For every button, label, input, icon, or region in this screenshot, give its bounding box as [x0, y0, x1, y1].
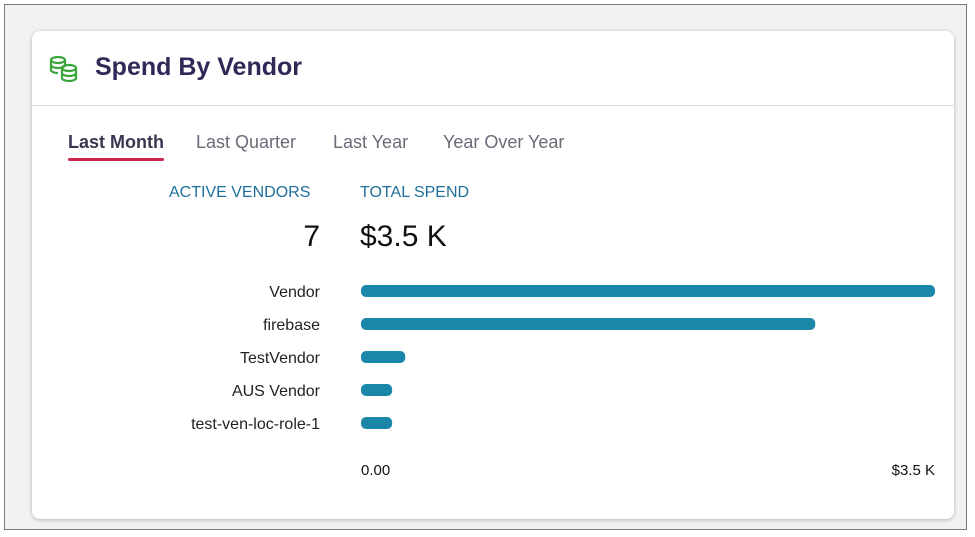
card-header: Spend By Vendor — [32, 31, 954, 106]
tab-last-month[interactable]: Last Month — [68, 130, 164, 161]
tab-last-quarter[interactable]: Last Quarter — [196, 130, 296, 154]
active-tab-indicator — [68, 158, 164, 161]
tab-label: Last Year — [333, 132, 409, 152]
spend-by-vendor-card: Spend By Vendor Last Month Last Quarter … — [32, 31, 954, 519]
category-label: TestVendor — [240, 350, 321, 367]
tab-label: Last Month — [68, 132, 164, 152]
active-vendors-value: 7 — [303, 220, 320, 253]
bar[interactable] — [361, 351, 406, 363]
tab-label: Year Over Year — [443, 132, 565, 152]
screenshot-frame: Spend By Vendor Last Month Last Quarter … — [4, 4, 967, 530]
coins-stack-icon — [49, 55, 78, 83]
category-label: firebase — [263, 317, 320, 334]
axis-tick-label: 0.00 — [361, 462, 390, 479]
category-label: Vendor — [269, 284, 320, 301]
axis-tick-label: $3.5 K — [892, 462, 935, 479]
active-vendors-label: ACTIVE VENDORS — [169, 184, 311, 201]
bar[interactable] — [361, 417, 393, 429]
total-spend-label: TOTAL SPEND — [360, 184, 470, 201]
category-label: test-ven-loc-role-1 — [191, 416, 320, 433]
total-spend-value: $3.5 K — [360, 220, 447, 253]
tab-last-year[interactable]: Last Year — [333, 130, 408, 154]
category-label: AUS Vendor — [232, 383, 321, 400]
tab-label: Last Quarter — [196, 132, 297, 152]
bar[interactable] — [361, 318, 816, 330]
tab-year-over-year[interactable]: Year Over Year — [443, 130, 564, 154]
card-title: Spend By Vendor — [95, 53, 302, 81]
bar[interactable] — [361, 285, 935, 297]
bar[interactable] — [361, 384, 393, 396]
